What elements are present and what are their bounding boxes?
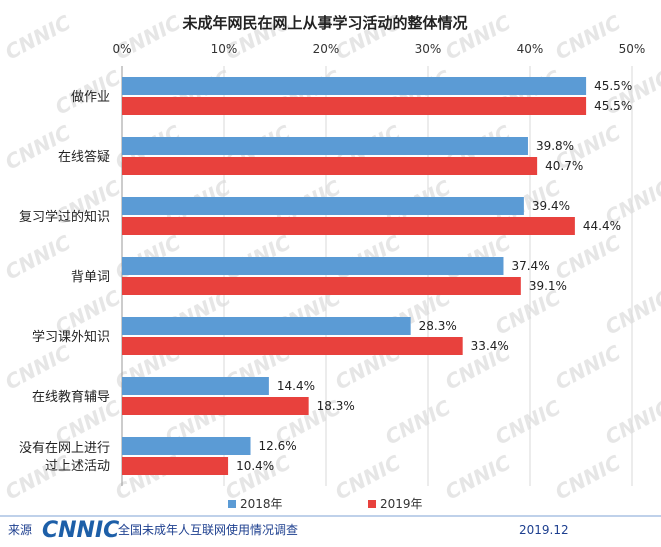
bar-2019年 <box>122 97 587 115</box>
watermark-text: CNNIC <box>551 10 625 64</box>
category-label: 在线教育辅导 <box>32 389 110 405</box>
watermark-text: CNNIC <box>1 230 75 284</box>
legend-swatch <box>228 500 236 508</box>
category-labels: 做作业在线答疑复习学过的知识背单词学习课外知识在线教育辅导没有在网上进行过上述活… <box>19 90 110 474</box>
x-tick-label: 20% <box>313 42 340 56</box>
category-label: 做作业 <box>71 90 110 105</box>
bar-2019年 <box>122 277 521 295</box>
legend: 2018年 2019年 <box>228 497 423 511</box>
bar-2018年 <box>122 377 269 395</box>
bar-2018年 <box>122 197 524 215</box>
cnnic-logo: CNNIC <box>42 518 119 543</box>
bar-value-label: 44.4% <box>583 219 621 233</box>
footer-report-name: 全国未成年人互联网使用情况调查 <box>118 522 298 537</box>
bar-value-label: 28.3% <box>419 319 457 333</box>
watermark-text: CNNIC <box>1 120 75 174</box>
x-tick-label: 40% <box>517 42 544 56</box>
bar-value-label: 18.3% <box>317 399 355 413</box>
bar-2018年 <box>122 137 528 155</box>
watermark-text: CNNIC <box>491 395 565 449</box>
bar-2019年 <box>122 217 575 235</box>
legend-swatch <box>368 500 376 508</box>
bar-value-label: 39.4% <box>532 199 570 213</box>
bar-value-label: 45.5% <box>594 99 632 113</box>
bar-value-label: 14.4% <box>277 379 315 393</box>
bar-value-label: 39.8% <box>536 139 574 153</box>
x-tick-label: 10% <box>211 42 238 56</box>
watermark-text: CNNIC <box>551 340 625 394</box>
x-tick-label: 0% <box>112 42 131 56</box>
watermark-text: CNNIC <box>551 450 625 504</box>
bars-layer: 45.5% 45.5% 39.8% 40.7% 39.4% 44.4% 37.4% 39.1%… <box>122 77 632 475</box>
bar-2019年 <box>122 157 538 175</box>
bar-value-label: 39.1% <box>529 279 567 293</box>
watermark-text: CNNIC <box>441 450 515 504</box>
legend-label: 2019年 <box>380 497 423 511</box>
watermark-text: CNNIC <box>1 340 75 394</box>
bar-value-label: 45.5% <box>594 79 632 93</box>
category-label: 没有在网上进行 <box>19 441 110 456</box>
category-label: 学习课外知识 <box>32 329 110 345</box>
watermark-text: CNNIC <box>1 10 75 64</box>
bar-value-label: 12.6% <box>259 439 297 453</box>
watermark-text: CNNIC <box>111 10 185 64</box>
category-label: 过上述活动 <box>45 459 110 474</box>
bar-2019年 <box>122 397 309 415</box>
category-label: 背单词 <box>71 270 110 285</box>
bar-value-label: 37.4% <box>511 259 549 273</box>
x-tick-label: 30% <box>415 42 442 56</box>
x-tick-label: 50% <box>619 42 646 56</box>
category-label: 在线答疑 <box>58 149 110 165</box>
category-label: 复习学过的知识 <box>19 209 110 225</box>
bar-value-label: 33.4% <box>471 339 509 353</box>
watermark-text: CNNIC <box>551 230 625 284</box>
watermark-text: CNNIC <box>381 395 455 449</box>
bar-2018年 <box>122 257 504 275</box>
legend-label: 2018年 <box>240 497 283 511</box>
bar-2019年 <box>122 337 463 355</box>
bar-2019年 <box>122 457 229 475</box>
bar-2018年 <box>122 77 587 95</box>
bar-2018年 <box>122 437 251 455</box>
bar-value-label: 40.7% <box>545 159 583 173</box>
watermark-text: CNNIC <box>601 285 661 339</box>
chart-title: 未成年网民在网上从事学习活动的整体情况 <box>181 14 467 32</box>
footer-source-label: 来源 <box>8 523 32 537</box>
watermark-text: CNNIC <box>601 395 661 449</box>
footer-date: 2019.12 <box>519 523 569 537</box>
bar-value-label: 10.4% <box>236 459 274 473</box>
bar-2018年 <box>122 317 411 335</box>
